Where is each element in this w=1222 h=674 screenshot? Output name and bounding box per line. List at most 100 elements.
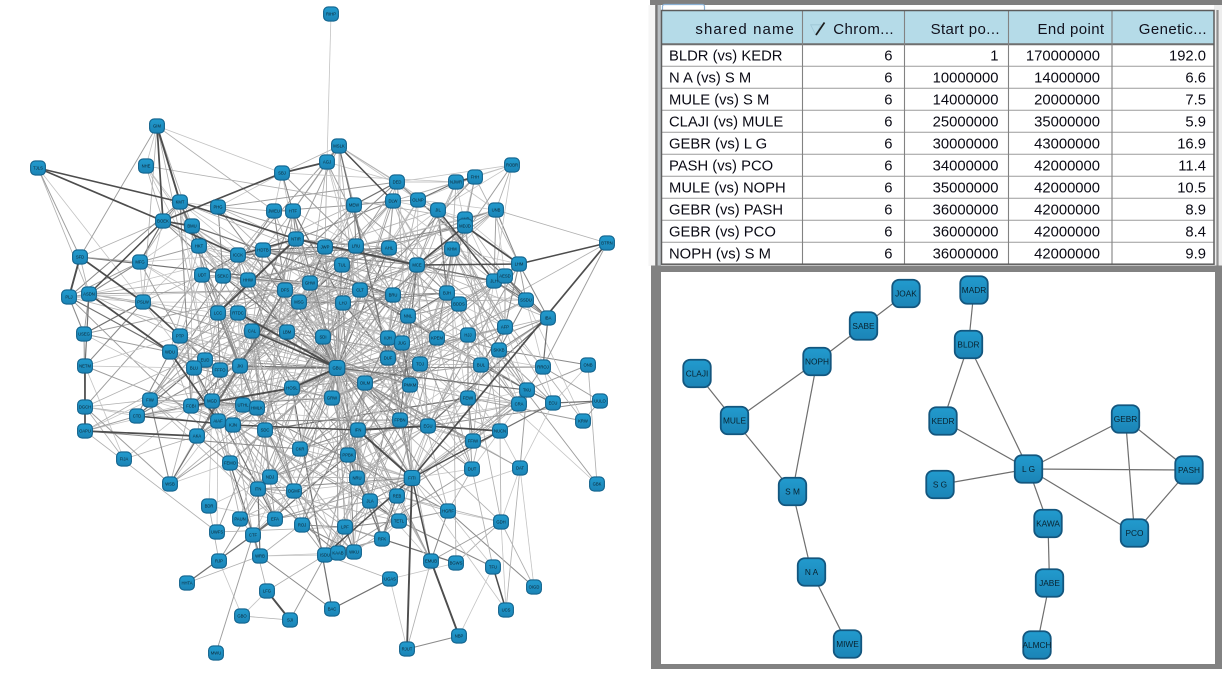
- svg-text:MULE: MULE: [723, 416, 747, 426]
- svg-text:UWFS: UWFS: [211, 530, 224, 535]
- svg-text:MCE: MCE: [412, 263, 422, 268]
- svg-text:GDH: GDH: [496, 520, 505, 525]
- svg-text:35000000: 35000000: [933, 180, 999, 196]
- svg-text:192.0: 192.0: [1169, 48, 1206, 64]
- svg-text:30000000: 30000000: [933, 136, 999, 152]
- svg-text:KRW: KRW: [578, 419, 588, 424]
- svg-text:WDU: WDU: [165, 350, 175, 355]
- svg-text:KPEM: KPEM: [431, 336, 443, 341]
- svg-text:GRW: GRW: [327, 396, 337, 401]
- svg-text:MADR: MADR: [962, 285, 986, 295]
- svg-text:42000000: 42000000: [1034, 158, 1100, 174]
- svg-text:EMUB: EMUB: [425, 559, 437, 564]
- svg-text:NETM: NETM: [79, 364, 91, 369]
- svg-text:JUG: JUG: [398, 341, 406, 346]
- svg-text:JLH: JLH: [490, 279, 497, 284]
- svg-text:GBU: GBU: [332, 366, 341, 371]
- svg-text:MEW: MEW: [349, 203, 359, 208]
- svg-text:GEBR: GEBR: [1114, 414, 1138, 424]
- svg-text:RJP: RJP: [215, 559, 223, 564]
- svg-text:GBO: GBO: [237, 614, 247, 619]
- svg-text:UCS: UCS: [502, 608, 511, 613]
- svg-text:SSDU: SSDU: [520, 298, 532, 303]
- svg-text:OIGD: OIGD: [529, 585, 540, 590]
- svg-text:ECU: ECU: [549, 401, 558, 406]
- svg-text:L G: L G: [1022, 464, 1035, 474]
- svg-text:JKI: JKI: [237, 364, 243, 369]
- svg-text:SDI: SDI: [320, 335, 327, 340]
- svg-text:HDTB: HDTB: [257, 248, 269, 253]
- svg-text:MSG: MSG: [294, 300, 304, 305]
- svg-text:OGMF: OGMF: [288, 489, 301, 494]
- svg-text:ONB: ONB: [583, 363, 592, 368]
- svg-text:LFG: LFG: [263, 589, 271, 594]
- svg-text:MFG: MFG: [135, 260, 144, 265]
- svg-text:6: 6: [884, 70, 892, 86]
- svg-text:FFFO: FFFO: [215, 368, 227, 373]
- svg-text:S M: S M: [785, 487, 800, 497]
- svg-text:BAC: BAC: [328, 607, 337, 612]
- svg-text:JIL: JIL: [435, 208, 441, 213]
- svg-text:S G: S G: [933, 480, 947, 490]
- svg-text:6.6: 6.6: [1185, 70, 1206, 86]
- svg-text:MIWE: MIWE: [836, 639, 859, 649]
- svg-text:FFIW: FFIW: [468, 439, 478, 444]
- svg-text:LHJ: LHJ: [339, 301, 346, 306]
- svg-text:LPF: LPF: [341, 525, 349, 530]
- svg-text:9.9: 9.9: [1185, 246, 1206, 262]
- svg-text:42000000: 42000000: [1034, 246, 1100, 262]
- svg-text:GEBR (vs) PASH: GEBR (vs) PASH: [669, 202, 783, 218]
- svg-text:6: 6: [884, 136, 892, 152]
- svg-text:PCO: PCO: [1126, 528, 1145, 538]
- svg-text:BGWS: BGWS: [450, 561, 463, 566]
- svg-text:SABE: SABE: [852, 321, 875, 331]
- svg-text:NJWR: NJWR: [450, 180, 462, 185]
- svg-text:GIM: GIM: [153, 124, 161, 129]
- svg-text:HGRF: HGRF: [442, 509, 454, 514]
- svg-text:TKU: TKU: [523, 388, 531, 393]
- svg-text:KEDR: KEDR: [931, 416, 954, 426]
- svg-text:6: 6: [884, 246, 892, 262]
- svg-text:MULE (vs) S M: MULE (vs) S M: [669, 92, 769, 108]
- svg-text:FIW: FIW: [146, 398, 154, 403]
- svg-text:BLDR (vs) KEDR: BLDR (vs) KEDR: [669, 48, 782, 64]
- svg-text:MULE (vs) NOPH: MULE (vs) NOPH: [669, 180, 786, 196]
- svg-text:OLNP: OLNP: [412, 198, 424, 203]
- svg-text:6: 6: [884, 114, 892, 130]
- svg-text:GEBR (vs) L G: GEBR (vs) L G: [669, 136, 767, 152]
- svg-text:EUD: EUD: [201, 358, 210, 363]
- svg-text:FITI: FITI: [408, 476, 415, 481]
- svg-text:MGD: MGD: [207, 399, 217, 404]
- svg-text:16.9: 16.9: [1177, 136, 1206, 152]
- svg-text:BUL: BUL: [477, 363, 486, 368]
- svg-text:BMU: BMU: [187, 224, 196, 229]
- svg-text:10000000: 10000000: [933, 70, 999, 86]
- svg-text:ICCK: ICCK: [233, 253, 243, 258]
- svg-text:42000000: 42000000: [1034, 224, 1100, 240]
- svg-text:LBM: LBM: [283, 330, 292, 335]
- svg-text:10.5: 10.5: [1177, 180, 1206, 196]
- svg-text:DAT: DAT: [516, 466, 525, 471]
- svg-text:DUT: DUT: [468, 467, 477, 472]
- svg-text:BDDS: BDDS: [453, 302, 465, 307]
- svg-text:SJI: SJI: [287, 618, 293, 623]
- svg-text:RIHP: RIHP: [326, 12, 336, 17]
- svg-text:HMLK: HMLK: [251, 406, 263, 411]
- svg-text:BRU: BRU: [389, 293, 398, 298]
- svg-text:UULO: UULO: [594, 399, 606, 404]
- svg-text:DGCH: DGCH: [79, 405, 91, 410]
- svg-text:ALMCH: ALMCH: [1022, 640, 1051, 650]
- svg-text:AGJ: AGJ: [323, 160, 331, 165]
- svg-text:NTIR: NTIR: [291, 237, 301, 242]
- svg-text:ROBR: ROBR: [506, 163, 518, 168]
- svg-text:25000000: 25000000: [933, 114, 999, 130]
- svg-text:HOSL: HOSL: [286, 386, 298, 391]
- svg-text:DLW: DLW: [389, 199, 398, 204]
- svg-text:CLAJI: CLAJI: [686, 369, 709, 379]
- svg-text:JWEU: JWEU: [268, 209, 280, 214]
- svg-text:NUCN: NUCN: [494, 429, 506, 434]
- svg-text:Start po...: Start po...: [931, 21, 1000, 38]
- svg-text:5.9: 5.9: [1185, 114, 1206, 130]
- svg-text:HHTA: HHTA: [181, 581, 192, 586]
- svg-text:KAWA: KAWA: [1036, 519, 1060, 529]
